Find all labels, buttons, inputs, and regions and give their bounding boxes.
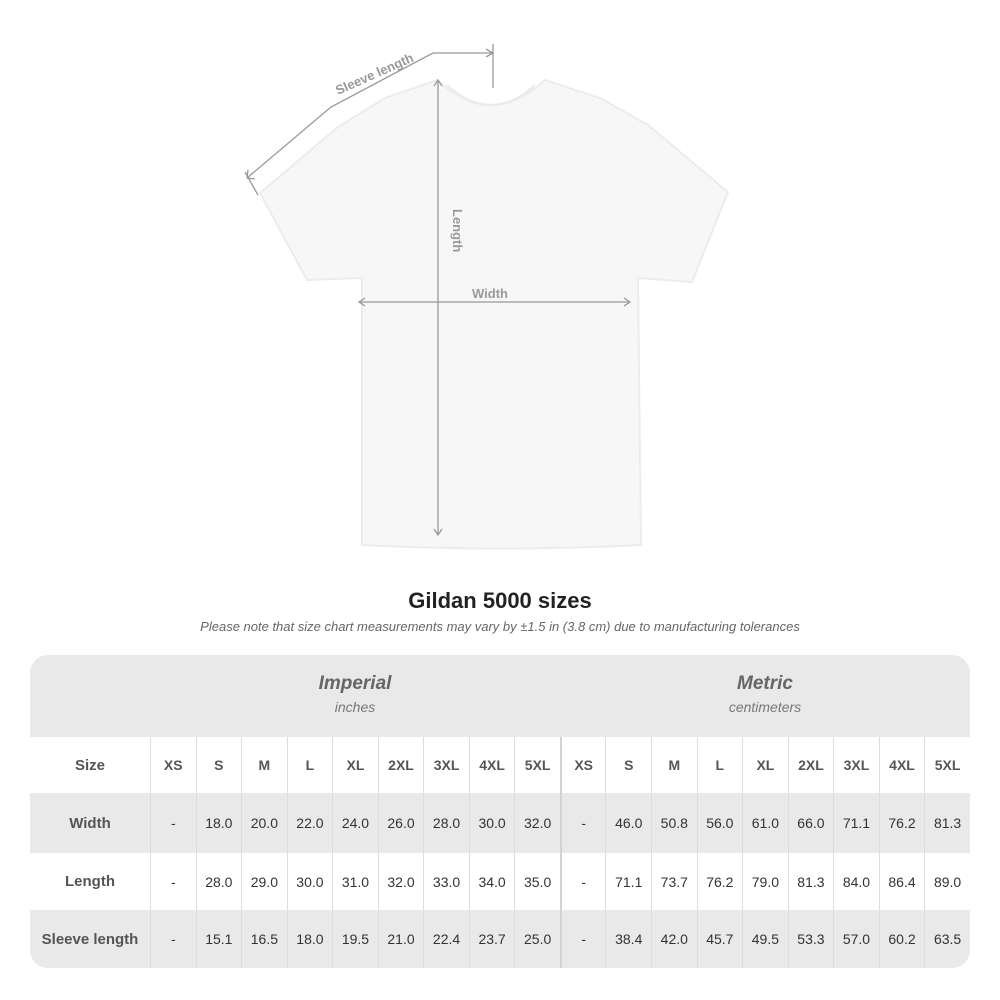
metric-cell: 38.4 xyxy=(605,910,651,968)
imperial-cell: 24.0 xyxy=(332,793,378,853)
metric-cell: 84.0 xyxy=(833,853,879,910)
metric-cell: 89.0 xyxy=(924,853,970,910)
metric-title: Metric xyxy=(737,673,793,694)
metric-cell: 79.0 xyxy=(742,853,788,910)
imperial-cell: 30.0 xyxy=(468,793,515,853)
metric-cell: 53.3 xyxy=(787,910,834,968)
imperial-cell: 28.0 xyxy=(195,853,242,910)
imperial-cell: 16.5 xyxy=(241,910,287,968)
tshirt-diagram: Sleeve length Length Width xyxy=(244,44,730,550)
width-label: Width xyxy=(472,286,508,301)
tolerance-note: Please note that size chart measurements… xyxy=(200,619,800,634)
metric-cell: 81.3 xyxy=(787,853,834,910)
metric-cell: 63.5 xyxy=(924,910,970,968)
size-column-header: 5XL xyxy=(514,737,560,793)
imperial-cell: 15.1 xyxy=(195,910,242,968)
size-column-header: L xyxy=(696,737,743,793)
measure-lines xyxy=(244,44,632,537)
imperial-cell: 21.0 xyxy=(377,910,424,968)
chart-title: Gildan 5000 sizes xyxy=(408,588,592,613)
imperial-cell: 31.0 xyxy=(332,853,378,910)
row-label: Size xyxy=(74,756,105,774)
metric-cell: 71.1 xyxy=(605,853,651,910)
metric-cell: 66.0 xyxy=(787,793,834,853)
sleeve-measure-line xyxy=(246,52,493,179)
metric-cell: 45.7 xyxy=(696,910,743,968)
size-column-header: L xyxy=(286,737,333,793)
size-table: Imperial inches Metric centimeters Size X… xyxy=(30,655,970,968)
imperial-cell: 34.0 xyxy=(468,853,515,910)
length-label: Length xyxy=(450,209,465,252)
size-column-header: M xyxy=(241,737,287,793)
metric-cell: 42.0 xyxy=(651,910,697,968)
imperial-cell: 29.0 xyxy=(241,853,287,910)
size-column-header: XL xyxy=(332,737,378,793)
size-column-header: 2XL xyxy=(377,737,424,793)
imperial-cell: 32.0 xyxy=(377,853,424,910)
imperial-cell: 25.0 xyxy=(514,910,560,968)
metric-cell: 57.0 xyxy=(833,910,879,968)
metric-cell: 49.5 xyxy=(742,910,788,968)
metric-cell: - xyxy=(559,853,606,910)
metric-cell: - xyxy=(559,793,606,853)
table-row: Sleeve length -15.1 16.5 18.0 19.5 21.0 22.4 23… xyxy=(30,910,970,968)
size-column-header: 4XL xyxy=(878,737,925,793)
imperial-cell: 22.4 xyxy=(423,910,469,968)
metric-cell: 86.4 xyxy=(878,853,925,910)
size-column-header: S xyxy=(605,737,651,793)
imperial-cell: 33.0 xyxy=(423,853,469,910)
imperial-cell: 19.5 xyxy=(332,910,378,968)
metric-header: Metric centimeters xyxy=(560,655,970,737)
imperial-cell: 30.0 xyxy=(286,853,333,910)
imperial-cell: 26.0 xyxy=(377,793,424,853)
row-label: Sleeve length xyxy=(41,930,139,948)
imperial-cell: 22.0 xyxy=(286,793,333,853)
metric-cell: - xyxy=(559,910,606,968)
imperial-cell: 28.0 xyxy=(423,793,469,853)
imperial-cell: 18.0 xyxy=(286,910,333,968)
size-column-header: XL xyxy=(742,737,788,793)
table-row: Width -18.0 20.0 22.0 24.0 26.0 28.0 30.0 32.0-4… xyxy=(30,793,970,853)
size-column-header: M xyxy=(651,737,697,793)
metric-unit: centimeters xyxy=(728,699,802,715)
metric-cell: 50.8 xyxy=(651,793,697,853)
metric-cell: 61.0 xyxy=(742,793,788,853)
metric-cell: 81.3 xyxy=(924,793,970,853)
row-label: Width xyxy=(69,814,111,832)
table-row: Length -28.0 29.0 30.0 31.0 32.0 33.0 34.0 35.0-… xyxy=(30,853,970,910)
metric-cell: 73.7 xyxy=(651,853,697,910)
imperial-cell: 32.0 xyxy=(514,793,560,853)
imperial-title: Imperial xyxy=(318,673,392,694)
imperial-cell: 18.0 xyxy=(195,793,242,853)
size-column-header: S xyxy=(195,737,242,793)
size-column-header: 4XL xyxy=(468,737,515,793)
row-label: Length xyxy=(65,873,115,890)
metric-cell: 76.2 xyxy=(696,853,743,910)
metric-cell: 46.0 xyxy=(605,793,651,853)
size-column-header: 3XL xyxy=(423,737,469,793)
imperial-cell: 20.0 xyxy=(241,793,287,853)
imperial-cell: - xyxy=(150,793,196,853)
metric-cell: 60.2 xyxy=(878,910,925,968)
metric-cell: 71.1 xyxy=(833,793,879,853)
metric-cell: 76.2 xyxy=(878,793,925,853)
imperial-unit: inches xyxy=(334,699,376,715)
imperial-header: Imperial inches xyxy=(150,655,560,737)
imperial-cell: - xyxy=(150,853,196,910)
metric-cell: 56.0 xyxy=(696,793,743,853)
imperial-cell: - xyxy=(150,910,196,968)
size-column-header: 3XL xyxy=(833,737,879,793)
tshirt-illustration xyxy=(258,78,730,550)
size-column-header: 2XL xyxy=(787,737,834,793)
imperial-cell: 23.7 xyxy=(468,910,515,968)
size-column-header: 5XL xyxy=(924,737,970,793)
size-column-header: XS xyxy=(559,737,606,793)
size-header-row: Size XS S M L XL 2XL 3XL 4XL 5XL XS S M L XL 2XL 3XL 4XL 5… xyxy=(30,737,970,793)
size-column-header: XS xyxy=(150,737,196,793)
imperial-cell: 35.0 xyxy=(514,853,560,910)
